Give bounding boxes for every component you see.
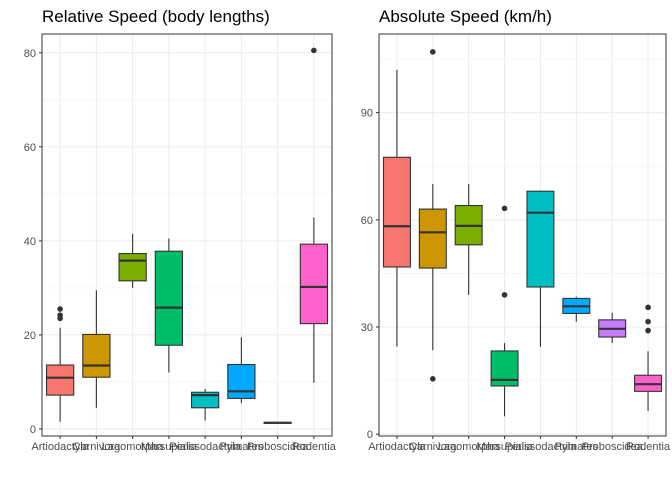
y-tick-label-20: 20 [24,330,36,342]
y-tick-label-90: 90 [361,108,373,120]
y-tick-label-80: 80 [24,48,36,60]
boxes-absolute-speed [382,49,663,417]
panel-relative-speed: Relative Speed (body lengths) 020406080 … [24,7,337,453]
box-rodentia [299,243,329,325]
outlier-point-artiodactyla [57,312,63,318]
x-tick-label-carnivora: Carnivora [409,441,458,453]
box-perissodactyla [526,190,555,288]
x-tick-label-proboscidea: Proboscidea [247,441,309,453]
y-tick-label-60: 60 [24,142,36,154]
box-lagomorpha [118,253,147,282]
x-tick-label-carnivora: Carnivora [73,441,122,453]
x-tick-label-proboscidea: Proboscidea [582,441,644,453]
y-axis-relative-speed: 0 20 40 60 80 [24,48,42,436]
outlier-point-carnivora [430,376,436,382]
x-tick-label-rodentia: Rodentia [626,441,671,453]
x-tick-label-rodentia: Rodentia [292,441,337,453]
plot-border-relative-speed [41,33,333,437]
x-axis-absolute-speed: ArtiodactylaCarnivoraLagomorphaMarsupial… [368,436,671,453]
outlier-point-marsupialia [501,292,508,298]
box-primates [227,363,256,399]
x-tick-label-perissodactyla: Perissodactyla [169,441,241,453]
box-carnivora [82,333,111,378]
x-tick-label-primates: Primates [555,441,599,453]
x-tick-label-artiodactyla: Artiodactyla [31,441,89,453]
y-tick-label-60: 60 [361,215,373,227]
x-tick-label-marsupialia: Marsupialia [476,441,533,453]
panel-absolute-speed: Absolute Speed (km/h) 0 30 60 90 Artiodacty… [361,7,671,453]
x-tick-label-perissodactyla: Perissodactyla [505,441,577,453]
x-tick-label-lagomorpha: Lagomorpha [438,441,501,453]
box-carnivora [418,208,447,269]
y-tick-label-0: 0 [367,429,373,441]
box-artiodactyla [45,364,75,396]
y-tick-label-0: 0 [30,424,36,436]
outlier-point-carnivora [430,49,436,55]
chart-title-absolute-speed: Absolute Speed (km/h) [379,7,552,26]
outlier-point-artiodactyla [57,306,63,312]
plot-border-absolute-speed [378,33,667,437]
box-marsupialia [154,250,184,346]
outlier-point-rodentia [645,318,651,325]
x-tick-label-primates: Primates [220,441,264,453]
chart-title-relative-speed: Relative Speed (body lengths) [42,7,270,26]
outlier-point-marsupialia [501,205,508,212]
box-artiodactyla [382,156,411,268]
outlier-point-rodentia [645,327,651,334]
y-tick-label-40: 40 [24,236,36,248]
y-axis-absolute-speed: 0 30 60 90 [361,108,379,441]
x-tick-label-artiodactyla: Artiodactyla [368,441,426,453]
x-axis-relative-speed: ArtiodactylaCarnivoraLagomorphaMarsupial… [31,436,337,453]
y-tick-label-30: 30 [361,322,373,334]
boxes-relative-speed [45,47,329,424]
x-tick-label-lagomorpha: Lagomorpha [102,441,165,453]
outlier-point-rodentia [311,47,317,54]
x-tick-label-marsupialia: Marsupialia [141,441,198,453]
outlier-point-rodentia [645,304,651,311]
